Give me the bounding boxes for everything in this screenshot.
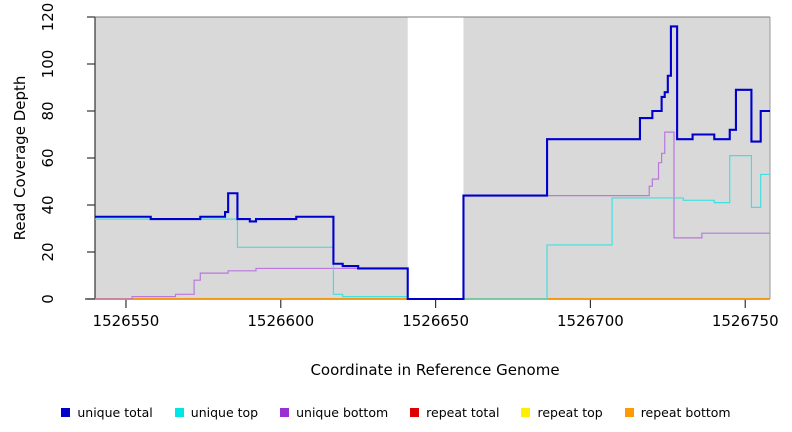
- data-series-group: [95, 25, 770, 301]
- shaded-region: [95, 17, 408, 299]
- legend-swatch-icon: [280, 407, 290, 417]
- x-tick-label: 1526700: [557, 312, 624, 330]
- tick-label-group: 0 20 40 60 80 100 120 1526550 1526600 1526650 1526…: [39, 3, 779, 330]
- legend-label: repeat bottom: [640, 404, 731, 420]
- y-tick-label: 60: [39, 148, 57, 167]
- y-tick-label: 100: [39, 50, 57, 79]
- x-axis-title: Coordinate in Reference Genome: [310, 361, 559, 379]
- legend-swatch-icon: [410, 407, 420, 417]
- x-tick-label: 1526600: [247, 312, 314, 330]
- x-tick-label: 1526650: [402, 312, 469, 330]
- legend-label: repeat top: [537, 404, 603, 420]
- legend-swatch-icon: [521, 407, 531, 417]
- y-tick-label: 0: [39, 294, 57, 304]
- series-line-unique-top: [95, 155, 770, 300]
- chart-legend: unique total unique top unique bottom repea…: [0, 398, 792, 426]
- legend-item-repeat-total[interactable]: repeat total: [410, 405, 499, 420]
- shaded-region: [463, 17, 770, 299]
- legend-swatch-icon: [624, 407, 634, 417]
- series-line-unique-total: [95, 25, 770, 301]
- y-tick-label: 40: [39, 195, 57, 214]
- legend-item-unique-top[interactable]: unique top: [174, 404, 259, 420]
- x-tick-label: 1526550: [93, 312, 160, 330]
- shaded-region-group: [95, 17, 770, 299]
- x-tick-label: 1526750: [712, 312, 779, 330]
- legend-label: unique bottom: [296, 404, 389, 420]
- legend-item-repeat-top[interactable]: repeat top: [521, 404, 603, 420]
- y-tick-label: 80: [39, 101, 57, 120]
- legend-item-repeat-bottom[interactable]: repeat bottom: [624, 404, 731, 420]
- y-axis-title: Read Coverage Depth: [11, 76, 29, 241]
- y-tick-label: 120: [39, 3, 57, 32]
- legend-swatch-icon: [61, 407, 71, 417]
- legend-label: unique top: [190, 404, 259, 420]
- y-tick-label: 20: [39, 242, 57, 261]
- legend-item-unique-total[interactable]: unique total: [61, 404, 153, 420]
- legend-item-unique-bottom[interactable]: unique bottom: [280, 405, 388, 420]
- legend-label: unique total: [77, 404, 153, 420]
- legend-label: repeat total: [426, 404, 500, 420]
- legend-swatch-icon: [174, 407, 184, 417]
